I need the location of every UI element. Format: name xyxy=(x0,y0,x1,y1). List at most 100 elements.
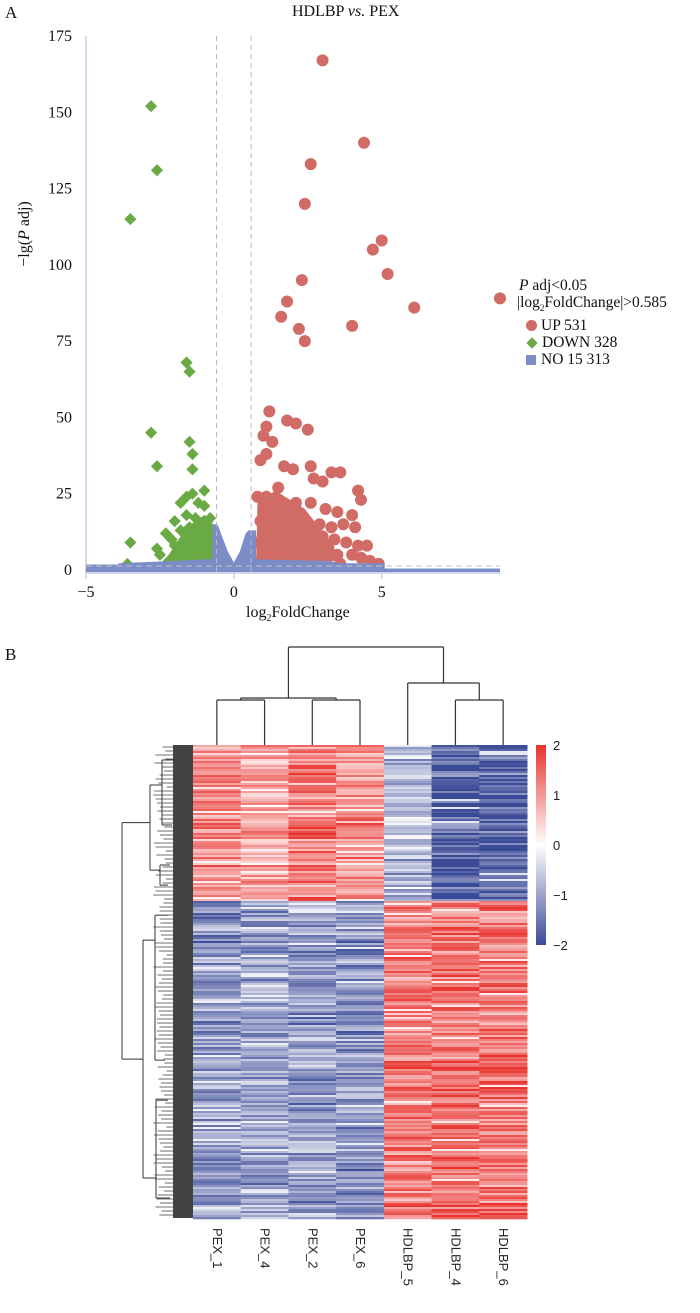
heatmap-cell xyxy=(431,929,480,932)
heatmap-cell xyxy=(288,837,337,840)
heatmap-cell xyxy=(288,963,337,966)
heatmap-cell xyxy=(240,1117,289,1120)
heatmap-cell xyxy=(383,747,433,750)
up-point xyxy=(357,136,370,149)
heatmap-cell xyxy=(288,1013,337,1016)
heatmap-cell xyxy=(240,881,289,884)
heatmap-cell xyxy=(336,1019,385,1022)
heatmap-cell xyxy=(240,759,289,762)
heatmap-cell xyxy=(240,861,289,864)
heatmap-cell xyxy=(240,1095,289,1098)
heatmap-cell xyxy=(431,879,480,882)
heatmap-cell xyxy=(336,903,385,906)
heatmap-cell xyxy=(431,777,480,780)
heatmap-cell xyxy=(240,1169,289,1172)
heatmap-cell xyxy=(383,869,433,872)
heatmap-cell xyxy=(240,769,289,772)
heatmap-cell xyxy=(288,1129,337,1132)
heatmap-cell xyxy=(193,1197,242,1200)
heatmap-cell xyxy=(288,1119,337,1122)
heatmap-cell xyxy=(288,919,337,922)
heatmap-cell xyxy=(383,1139,433,1142)
heatmap-cell xyxy=(193,1015,242,1018)
heatmap-cell xyxy=(431,751,480,754)
heatmap-cell xyxy=(383,967,433,970)
heatmap-cell xyxy=(240,1057,289,1060)
heatmap-cell xyxy=(240,995,289,998)
heatmap-cell xyxy=(193,1017,242,1020)
heatmap-cell xyxy=(240,1071,289,1074)
heatmap-cell xyxy=(336,927,385,930)
heatmap-cell xyxy=(479,861,528,864)
heatmap-cell xyxy=(288,769,337,772)
heatmap-cell xyxy=(288,1011,337,1014)
heatmap-cell xyxy=(479,1121,528,1124)
heatmap-cell xyxy=(383,991,433,994)
heatmap-cell xyxy=(193,1111,242,1114)
heatmap-cell xyxy=(240,761,289,764)
heatmap-cell xyxy=(336,1137,385,1140)
heatmap-cell xyxy=(431,1089,480,1092)
heatmap-cell xyxy=(479,1087,528,1090)
heatmap-cell xyxy=(240,815,289,818)
heatmap-cell xyxy=(193,1045,242,1048)
heatmap-cell xyxy=(336,829,385,832)
heatmap-cell xyxy=(479,1137,528,1140)
heatmap-cell xyxy=(336,931,385,934)
heatmap-cell xyxy=(383,827,433,830)
heatmap-cell xyxy=(479,957,528,960)
heatmap-cell xyxy=(193,773,242,776)
heatmap-cell xyxy=(240,953,289,956)
heatmap-cell xyxy=(479,1041,528,1044)
heatmap-cell xyxy=(288,873,337,876)
heatmap-cell xyxy=(288,1183,337,1186)
heatmap-cell xyxy=(431,1145,480,1148)
heatmap-cell xyxy=(240,1063,289,1066)
heatmap-cell xyxy=(336,1069,385,1072)
heatmap-cell xyxy=(240,1029,289,1032)
heatmap-cell xyxy=(431,817,480,820)
heatmap-cell xyxy=(431,1159,480,1162)
heatmap-cell xyxy=(479,1129,528,1132)
heatmap-cell xyxy=(288,861,337,864)
heatmap-cell xyxy=(479,783,528,786)
heatmap-cell xyxy=(336,845,385,848)
heatmap-cell xyxy=(193,1075,242,1078)
heatmap-cell xyxy=(193,971,242,974)
heatmap-cell xyxy=(336,951,385,954)
heatmap-cell xyxy=(193,1153,242,1156)
heatmap-cell xyxy=(383,919,433,922)
heatmap-cell xyxy=(336,895,385,898)
heatmap-cell xyxy=(336,1053,385,1056)
heatmap-cell xyxy=(240,1073,289,1076)
heatmap-cell xyxy=(431,1121,480,1124)
heatmap-cell xyxy=(193,799,242,802)
heatmap-cell xyxy=(479,773,528,776)
heatmap-cell xyxy=(383,811,433,814)
heatmap-cell xyxy=(383,853,433,856)
heatmap-cell xyxy=(288,841,337,844)
heatmap-cell xyxy=(240,971,289,974)
heatmap-cell xyxy=(431,899,480,902)
heatmap-cell xyxy=(193,911,242,914)
up-point xyxy=(316,54,329,67)
heatmap-cell xyxy=(193,933,242,936)
heatmap-cell xyxy=(193,1215,242,1218)
up-point xyxy=(375,234,388,247)
heatmap-cell xyxy=(336,813,385,816)
up-point xyxy=(316,530,329,543)
heatmap-cell xyxy=(383,1049,433,1052)
heatmap-cell xyxy=(383,953,433,956)
heatmap-cell xyxy=(288,999,337,1002)
heatmap-cell xyxy=(240,783,289,786)
heatmap-cell xyxy=(288,1141,337,1144)
heatmap-cell xyxy=(193,963,242,966)
heatmap-cell xyxy=(383,1027,433,1030)
heatmap-cell xyxy=(383,1061,433,1064)
heatmap-cell xyxy=(431,1045,480,1048)
heatmap-cell xyxy=(240,1125,289,1128)
heatmap-cell xyxy=(336,941,385,944)
heatmap-cell xyxy=(479,839,528,842)
heatmap-cell xyxy=(383,1035,433,1038)
heatmap-cell xyxy=(193,923,242,926)
